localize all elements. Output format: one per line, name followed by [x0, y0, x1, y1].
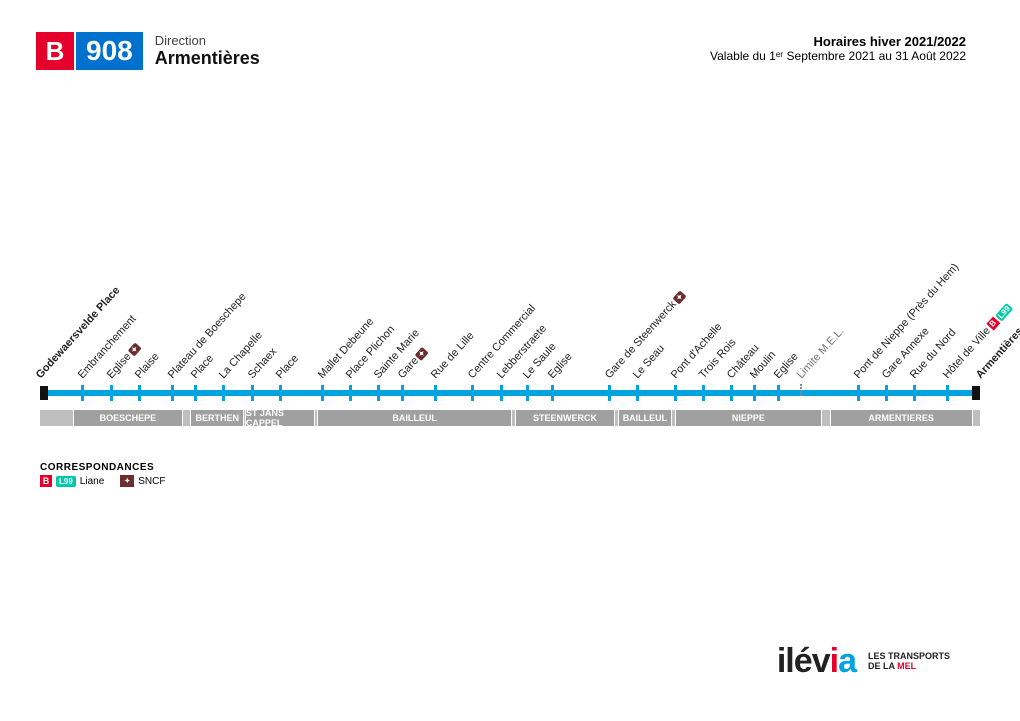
- sncf-icon: ✦: [672, 290, 686, 304]
- stop-tick: [222, 385, 225, 401]
- liane-label: Liane: [80, 476, 104, 487]
- l99-icon: L99: [995, 302, 1014, 321]
- stop-tick: [946, 385, 949, 401]
- footer-legend: LES TRANSPORTS DE LA MEL: [868, 652, 950, 672]
- ilevia-logo-text: ilévia: [777, 642, 856, 681]
- stop-tick: [377, 385, 380, 401]
- stop-tick: [349, 385, 352, 401]
- b-badge-icon: B: [36, 32, 74, 70]
- zone-label: BERTHEN: [190, 410, 244, 426]
- stop-tick: [753, 385, 756, 401]
- stop-tick: [608, 385, 611, 401]
- zone-label: NIEPPE: [675, 410, 823, 426]
- stop-tick: [401, 385, 404, 401]
- sncf-label: SNCF: [138, 476, 165, 487]
- zone-label: ST JANS CAPPEL: [245, 410, 315, 426]
- stop-tick: [777, 385, 780, 401]
- stop-tick: [800, 384, 802, 396]
- stop-label: Pont de Nieppe (Près du Hem): [849, 261, 961, 384]
- line-diagram: Godewaersvelde PlaceEmbranchementEglise✦…: [40, 390, 980, 396]
- legend-line1: LES TRANSPORTS: [868, 651, 950, 661]
- stop-tick: [885, 385, 888, 401]
- sncf-icon: ✦: [415, 346, 429, 360]
- stop-tick: [702, 385, 705, 401]
- stop-tick: [321, 385, 324, 401]
- sncf-icon: ✦: [120, 475, 134, 487]
- stop-tick: [730, 385, 733, 401]
- header: B 908 Direction Armentières: [36, 32, 260, 70]
- schedule-validity: Valable du 1ᵉʳ Septembre 2021 au 31 Août…: [710, 49, 966, 63]
- stop-tick: [913, 385, 916, 401]
- zone-label: ARMENTIERES: [830, 410, 973, 426]
- stop-tick: [500, 385, 503, 401]
- schedule-info: Horaires hiver 2021/2022 Valable du 1ᵉʳ …: [710, 34, 966, 63]
- stop-tick: [110, 385, 113, 401]
- destination-name: Armentières: [155, 48, 260, 69]
- stop-tick: [857, 385, 860, 401]
- zone-label: BAILLEUL: [618, 410, 672, 426]
- footer-logo: ilévia LES TRANSPORTS DE LA MEL: [777, 642, 950, 681]
- stop-label: Limite M.E.L.: [792, 325, 847, 384]
- stop-tick: [279, 385, 282, 401]
- line-number-badge: 908: [76, 32, 143, 70]
- terminus-start-icon: [40, 386, 48, 400]
- stop-tick: [636, 385, 639, 401]
- stop-tick: [471, 385, 474, 401]
- l99-icon: L99: [56, 476, 76, 487]
- direction-label: Direction: [155, 33, 260, 48]
- stop-tick: [194, 385, 197, 401]
- zone-label: STEENWERCK: [515, 410, 616, 426]
- zones-bar: BOESCHEPEBERTHENST JANS CAPPELBAILLEULST…: [40, 410, 980, 426]
- stop-tick: [674, 385, 677, 401]
- stop-tick: [81, 385, 84, 401]
- legend-line2b: MEL: [897, 661, 916, 671]
- correspondances-title: CORRESPONDANCES: [40, 462, 166, 473]
- terminus-end-icon: [972, 386, 980, 400]
- stop-tick: [526, 385, 529, 401]
- stop-tick: [138, 385, 141, 401]
- stop-tick: [434, 385, 437, 401]
- stop-tick: [551, 385, 554, 401]
- schedule-title: Horaires hiver 2021/2022: [710, 34, 966, 49]
- b-icon: B: [40, 475, 52, 487]
- stop-tick: [171, 385, 174, 401]
- zone-label: BOESCHEPE: [73, 410, 183, 426]
- correspondances-block: CORRESPONDANCES B L99 Liane ✦ SNCF: [40, 462, 166, 487]
- zone-label: BAILLEUL: [317, 410, 512, 426]
- stop-tick: [251, 385, 254, 401]
- legend-line2a: DE LA: [868, 661, 897, 671]
- sncf-icon: ✦: [127, 342, 141, 356]
